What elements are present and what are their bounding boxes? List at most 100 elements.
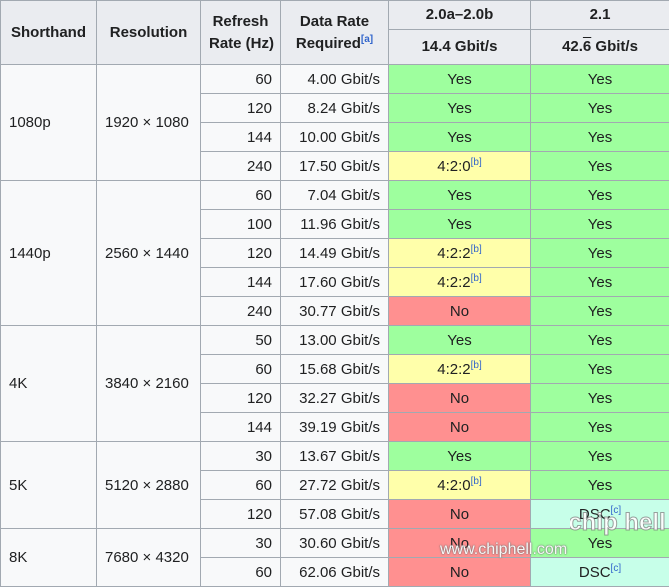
hdmi20-support-cell: Yes [389,326,531,355]
footnote-link[interactable]: [b] [471,273,482,284]
support-value: Yes [447,100,471,117]
hdmi21-support-cell: Yes [531,239,669,268]
hdmi20-support-cell: No [389,413,531,442]
header-version-20[interactable]: 2.0a–2.0b [389,1,531,30]
data-rate-cell: 57.08 Gbit/s [281,500,389,529]
shorthand-cell: 4K [1,326,97,442]
hdmi21-support-cell: Yes [531,442,669,471]
footnote-link[interactable]: [b] [471,476,482,487]
hdmi21-support-cell: Yes [531,413,669,442]
data-rate-cell: 13.00 Gbit/s [281,326,389,355]
header-resolution[interactable]: Resolution [97,1,201,65]
shorthand-cell: 1440p [1,181,97,326]
support-value: Yes [588,71,612,88]
support-value: Yes [588,216,612,233]
support-value: Yes [588,245,612,262]
refresh-rate-cell: 60 [201,558,281,587]
support-value: Yes [447,129,471,146]
support-value: Yes [588,361,612,378]
hdmi21-support-cell: Yes [531,355,669,384]
data-rate-cell: 32.27 Gbit/s [281,384,389,413]
resolution-cell: 7680 × 4320 [97,529,201,587]
refresh-rate-cell: 120 [201,94,281,123]
refresh-rate-cell: 60 [201,355,281,384]
refresh-rate-cell: 240 [201,297,281,326]
support-value: Yes [588,129,612,146]
data-rate-cell: 15.68 Gbit/s [281,355,389,384]
data-rate-cell: 13.67 Gbit/s [281,442,389,471]
hdmi20-support-cell: Yes [389,181,531,210]
footnote-link[interactable]: [b] [471,244,482,255]
refresh-rate-cell: 240 [201,152,281,181]
hdmi20-support-cell: No [389,500,531,529]
refresh-rate-cell: 30 [201,442,281,471]
data-rate-cell: 17.50 Gbit/s [281,152,389,181]
hdmi20-support-cell: 4:2:2[b] [389,268,531,297]
hdmi21-support-cell: Yes [531,297,669,326]
hdmi20-support-cell: 4:2:2[b] [389,239,531,268]
header-data-rate[interactable]: Data Rate Required[a] [281,1,389,65]
hdmi20-support-cell: 4:2:0[b] [389,471,531,500]
refresh-rate-cell: 144 [201,268,281,297]
v21-rate-suffix: Gbit/s [591,38,638,55]
refresh-rate-cell: 60 [201,471,281,500]
support-value: Yes [447,332,471,349]
hdmi20-support-cell: Yes [389,123,531,152]
data-rate-cell: 4.00 Gbit/s [281,65,389,94]
support-value: Yes [588,100,612,117]
support-value: Yes [588,419,612,436]
hdmi20-support-cell: No [389,384,531,413]
footnote-link-a[interactable]: [a] [361,34,373,45]
refresh-rate-cell: 144 [201,413,281,442]
support-value: 4:2:0 [437,477,470,494]
support-value: No [450,303,469,320]
v21-rate-repeating-digit: 6 [583,38,591,55]
header-data-rate-line1: Data Rate [300,13,369,30]
hdmi20-support-cell: Yes [389,65,531,94]
refresh-rate-cell: 120 [201,384,281,413]
hdmi20-support-cell: Yes [389,210,531,239]
refresh-rate-cell: 120 [201,239,281,268]
hdmi20-support-cell: 4:2:2[b] [389,355,531,384]
data-rate-cell: 30.60 Gbit/s [281,529,389,558]
data-rate-cell: 17.60 Gbit/s [281,268,389,297]
header-shorthand[interactable]: Shorthand [1,1,97,65]
watermark-site: www.chiphell.com [440,541,567,559]
support-value: Yes [588,158,612,175]
support-value: Yes [447,448,471,465]
hdmi20-support-cell: No [389,297,531,326]
footnote-link[interactable]: [b] [471,157,482,168]
support-value: Yes [588,390,612,407]
table-header: Shorthand Resolution Refresh Rate (Hz) D… [1,1,669,65]
data-rate-cell: 62.06 Gbit/s [281,558,389,587]
shorthand-cell: 8K [1,529,97,587]
support-value: Yes [588,274,612,291]
hdmi21-support-cell: Yes [531,210,669,239]
header-version-21[interactable]: 2.1 [531,1,669,30]
data-rate-cell: 8.24 Gbit/s [281,94,389,123]
header-refresh-line1: Refresh [213,13,269,30]
hdmi21-support-cell: Yes [531,384,669,413]
resolution-cell: 1920 × 1080 [97,65,201,181]
watermark-logo-text: chip hell [570,509,665,536]
watermark-logo: chip hell [570,468,665,580]
refresh-rate-cell: 100 [201,210,281,239]
support-value: 4:2:2 [437,245,470,262]
support-value: Yes [588,332,612,349]
support-value: No [450,506,469,523]
resolution-cell: 2560 × 1440 [97,181,201,326]
shorthand-cell: 5K [1,442,97,529]
hdmi21-support-cell: Yes [531,326,669,355]
resolution-cell: 3840 × 2160 [97,326,201,442]
hdmi21-support-cell: Yes [531,94,669,123]
header-refresh-rate[interactable]: Refresh Rate (Hz) [201,1,281,65]
support-value: No [450,419,469,436]
data-rate-cell: 10.00 Gbit/s [281,123,389,152]
data-rate-cell: 11.96 Gbit/s [281,210,389,239]
footnote-link[interactable]: [b] [471,360,482,371]
support-value: Yes [588,187,612,204]
